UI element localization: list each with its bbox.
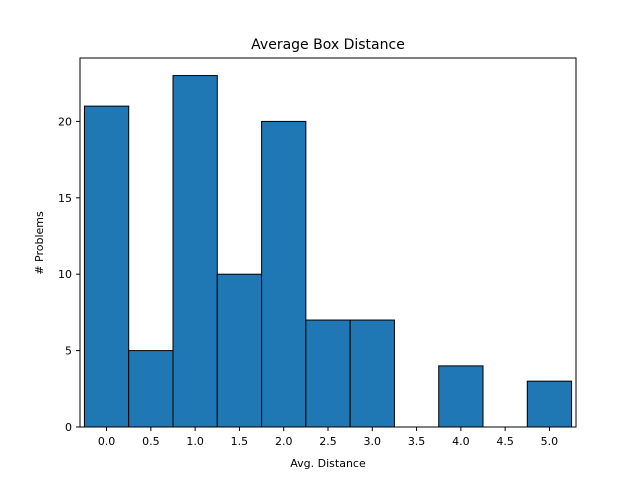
y-axis: 0 5 10 15 20 <box>58 115 80 434</box>
bar-2 <box>172 75 218 428</box>
bar-4 <box>261 120 307 428</box>
y-tick-label-3: 15 <box>58 192 72 205</box>
x-tick-label-6: 3.0 <box>364 435 382 448</box>
bar-6 <box>349 319 395 428</box>
y-tick-label-4: 20 <box>58 115 72 128</box>
x-tick-label-8: 4.0 <box>452 435 470 448</box>
x-tick-label-0: 0.0 <box>98 435 116 448</box>
x-axis-label: Avg. Distance <box>290 457 366 470</box>
x-tick-label-5: 2.5 <box>319 435 337 448</box>
x-axis: 0.0 0.5 1.0 1.5 2.0 2.5 3.0 3.5 4.0 4.5 5.0 <box>98 427 558 448</box>
bar-group <box>83 75 573 428</box>
x-tick-label-3: 1.5 <box>231 435 249 448</box>
y-axis-label: # Problems <box>33 211 46 275</box>
x-tick-label-1: 0.5 <box>142 435 160 448</box>
y-tick-label-0: 0 <box>65 421 72 434</box>
chart-title: Average Box Distance <box>251 37 405 53</box>
bar-3 <box>216 273 263 428</box>
bar-8 <box>438 365 484 428</box>
x-tick-label-9: 4.5 <box>496 435 514 448</box>
y-tick-label-1: 5 <box>65 345 72 358</box>
x-tick-label-2: 1.0 <box>186 435 204 448</box>
bar-10 <box>526 380 573 428</box>
x-tick-label-4: 2.0 <box>275 435 293 448</box>
bar-0 <box>83 105 130 428</box>
bar-5 <box>305 319 351 428</box>
x-tick-label-10: 5.0 <box>541 435 559 448</box>
x-tick-label-7: 3.5 <box>408 435 426 448</box>
bar-1 <box>128 350 174 428</box>
y-tick-label-2: 10 <box>58 268 72 281</box>
